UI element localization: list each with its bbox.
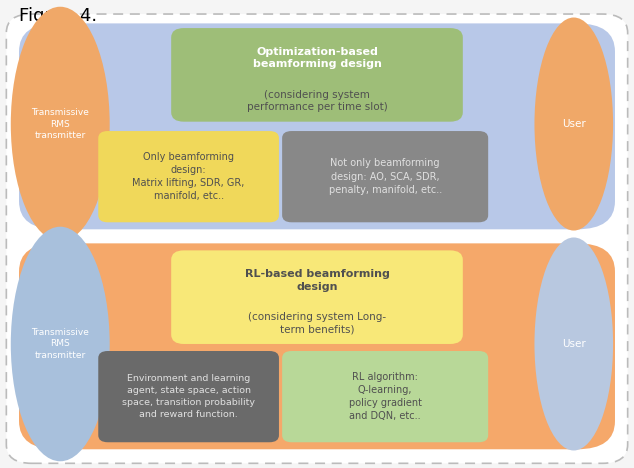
Text: Environment and learning
agent, state space, action
space, transition probabilit: Environment and learning agent, state sp… (122, 374, 255, 419)
FancyBboxPatch shape (282, 351, 488, 442)
Text: Transmissive
RMS
transmitter: Transmissive RMS transmitter (31, 328, 89, 360)
Ellipse shape (11, 7, 110, 241)
Text: Optimization-based
beamforming design: Optimization-based beamforming design (252, 47, 382, 69)
FancyBboxPatch shape (171, 250, 463, 344)
Text: RL algorithm:
Q-learning,
policy gradient
and DQN, etc..: RL algorithm: Q-learning, policy gradien… (349, 372, 422, 421)
Ellipse shape (11, 227, 110, 461)
Text: User: User (562, 339, 586, 349)
Ellipse shape (534, 237, 613, 451)
FancyBboxPatch shape (6, 14, 628, 463)
Text: Not only beamforming
design: AO, SCA, SDR,
penalty, manifold, etc..: Not only beamforming design: AO, SCA, SD… (328, 159, 442, 195)
FancyBboxPatch shape (282, 131, 488, 222)
Text: Figure 4.: Figure 4. (19, 7, 97, 25)
Text: Only beamforming
design:
Matrix lifting, SDR, GR,
manifold, etc..: Only beamforming design: Matrix lifting,… (133, 152, 245, 201)
FancyBboxPatch shape (19, 243, 615, 449)
FancyBboxPatch shape (171, 28, 463, 122)
Text: RL-based beamforming
design: RL-based beamforming design (245, 269, 389, 292)
Text: Transmissive
RMS
transmitter: Transmissive RMS transmitter (31, 108, 89, 140)
Text: User: User (562, 119, 586, 129)
Ellipse shape (534, 17, 613, 231)
FancyBboxPatch shape (98, 131, 279, 222)
Text: (considering system Long-
term benefits): (considering system Long- term benefits) (248, 312, 386, 335)
FancyBboxPatch shape (98, 351, 279, 442)
FancyBboxPatch shape (19, 23, 615, 229)
Text: (considering system
performance per time slot): (considering system performance per time… (247, 90, 387, 112)
